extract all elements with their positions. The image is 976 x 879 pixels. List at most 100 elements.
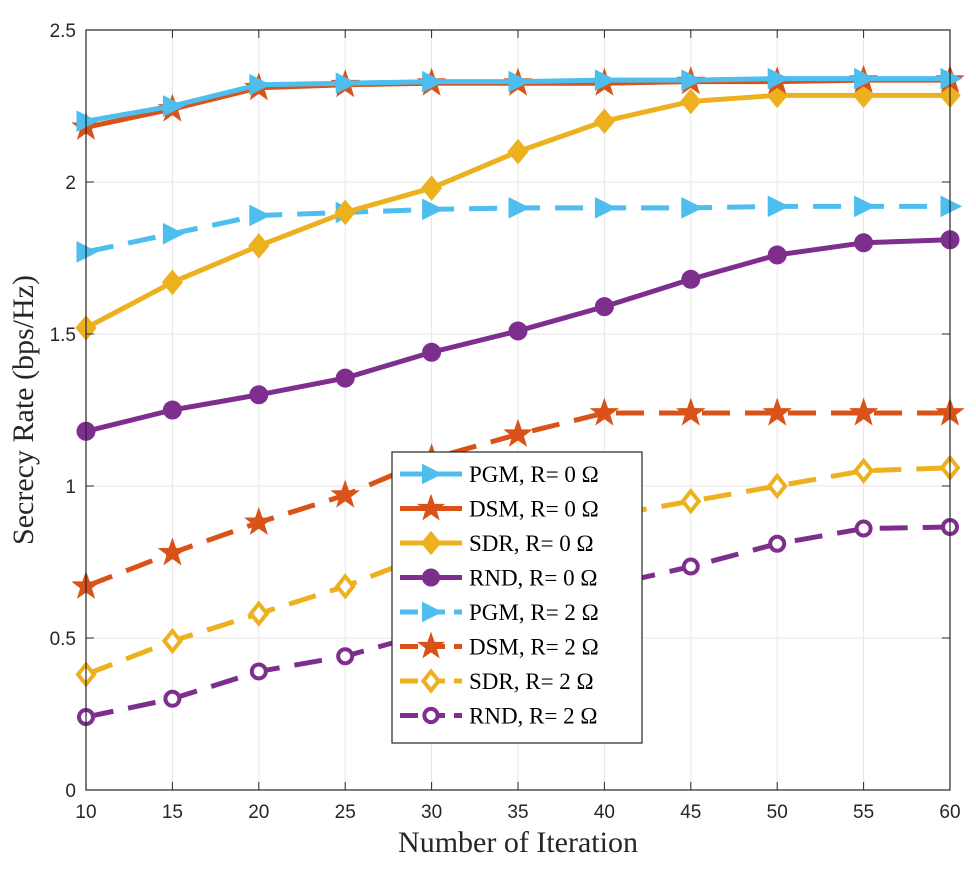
diamond-marker (593, 108, 616, 134)
x-axis-label: Number of Iteration (398, 826, 638, 859)
diamond-marker (248, 600, 270, 627)
legend-label: RND, R= 0 Ω (469, 566, 597, 591)
legend-entry: RND, R= 2 Ω (400, 704, 597, 729)
circle-marker (249, 662, 268, 681)
star-marker (589, 397, 620, 426)
triangle-marker (594, 197, 617, 219)
legend-entry: RND, R= 0 Ω (400, 566, 597, 591)
circle-marker (162, 400, 182, 420)
series-1 (76, 67, 963, 133)
circle-marker (422, 706, 440, 725)
legend-label: SDR, R= 0 Ω (469, 531, 594, 556)
circle-marker (508, 321, 528, 341)
legend-label: PGM, R= 2 Ω (469, 600, 599, 625)
triangle-marker (854, 195, 876, 218)
legend-entry: PGM, R= 2 Ω (400, 600, 599, 625)
diamond-marker (766, 472, 788, 500)
y-tick-label: 2.5 (50, 21, 76, 42)
legend-entry: DSM, R= 2 Ω (400, 631, 599, 660)
triangle-marker (249, 73, 271, 96)
triangle-marker (249, 204, 271, 227)
legend-entry: DSM, R= 0 Ω (400, 493, 599, 522)
diamond-marker (334, 573, 356, 600)
star-marker (762, 397, 792, 426)
circle-marker (854, 233, 874, 253)
circle-marker (422, 342, 442, 362)
triangle-marker (767, 67, 790, 90)
triangle-marker (940, 195, 963, 218)
x-tick-label: 35 (507, 802, 528, 823)
series-line (85, 410, 950, 589)
circle-marker (421, 568, 441, 587)
y-tick-label: 2 (65, 173, 76, 194)
triangle-marker (76, 110, 99, 133)
triangle-marker (162, 222, 185, 245)
triangle-marker (422, 70, 444, 93)
y-axis-label: Secrecy Rate (bps/Hz) (7, 275, 40, 545)
star-marker (416, 631, 446, 659)
circle-marker (336, 647, 355, 666)
triangle-marker (421, 463, 443, 485)
circle-marker (594, 297, 614, 317)
axis-ticks: 10 15 20 25 30 35 40 45 50 55 60 0 0.5 1 1.5 2 2.5 (50, 21, 961, 823)
y-tick-label: 0 (65, 781, 76, 802)
triangle-marker (681, 197, 703, 219)
x-tick-label: 40 (594, 802, 615, 823)
diamond-marker (334, 199, 356, 226)
star-marker (676, 397, 706, 426)
star-marker (416, 493, 446, 521)
y-tick-label: 0.5 (50, 629, 76, 650)
triangle-marker (767, 195, 790, 218)
x-tick-label: 60 (939, 802, 960, 823)
x-tick-label: 15 (162, 802, 183, 823)
diamond-marker (680, 88, 702, 115)
diamond-marker (248, 233, 270, 259)
triangle-marker (508, 70, 531, 93)
legend-label: RND, R= 2 Ω (469, 704, 597, 729)
star-marker (503, 418, 533, 447)
y-tick-label: 1.5 (50, 325, 76, 346)
legend-entry: SDR, R= 0 Ω (400, 530, 594, 556)
x-tick-label: 20 (248, 802, 269, 823)
x-tick-label: 25 (335, 802, 356, 823)
diamond-marker (420, 668, 442, 694)
legend-label: PGM, R= 0 Ω (469, 462, 599, 487)
legend: PGM, R= 0 Ω DSM, R= 0 Ω SDR, R= 0 Ω RND, R=… (391, 451, 643, 744)
diamond-marker (161, 269, 184, 296)
triangle-marker (421, 601, 443, 623)
series-5 (76, 195, 963, 263)
x-tick-label: 45 (680, 802, 701, 823)
star-marker (848, 397, 879, 426)
legend-box (391, 451, 643, 744)
x-tick-label: 10 (75, 802, 96, 823)
diamond-marker (161, 627, 183, 655)
y-tick-label: 1 (65, 477, 76, 498)
legend-entry: SDR, R= 2 Ω (400, 668, 594, 694)
star-marker (244, 506, 274, 536)
triangle-marker (422, 198, 444, 221)
diamond-marker (420, 530, 442, 556)
diamond-marker (853, 457, 875, 485)
legend-label: DSM, R= 2 Ω (469, 635, 599, 660)
series-3 (75, 82, 961, 341)
legend-entry: PGM, R= 0 Ω (400, 462, 599, 487)
circle-marker (767, 245, 787, 265)
circle-marker (854, 519, 873, 538)
circle-marker (681, 557, 700, 576)
circle-marker (249, 385, 269, 405)
triangle-marker (940, 67, 963, 90)
circle-marker (768, 534, 787, 553)
x-tick-label: 30 (421, 802, 442, 823)
triangle-marker (162, 95, 185, 117)
legend-label: SDR, R= 2 Ω (469, 669, 594, 694)
x-tick-label: 50 (767, 802, 788, 823)
diamond-marker (507, 138, 529, 165)
triangle-marker (594, 69, 617, 91)
triangle-marker (854, 67, 876, 90)
triangle-marker (681, 69, 703, 91)
triangle-marker (76, 241, 99, 263)
legend-label: DSM, R= 0 Ω (469, 497, 599, 522)
star-marker (157, 537, 188, 566)
